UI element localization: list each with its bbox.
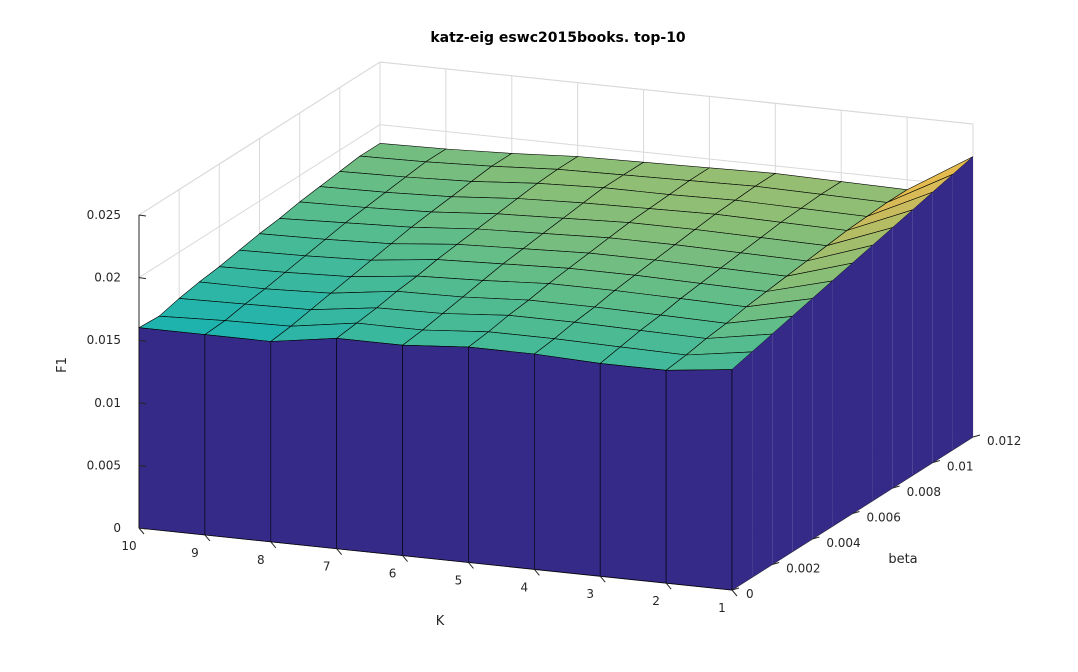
curtain-front-patch <box>468 346 535 570</box>
x-tick-mark <box>402 555 408 562</box>
x-tick-label: 8 <box>257 553 265 567</box>
box-edge <box>379 61 974 125</box>
y-tick-mark <box>812 536 820 540</box>
curtain-front-patch <box>204 334 272 543</box>
x-tick-mark <box>270 541 277 549</box>
x-tick-mark <box>138 527 145 535</box>
curtain-side-patch <box>752 334 773 578</box>
x-tick-mark <box>336 548 343 555</box>
curtain-side-patch <box>772 316 793 565</box>
z-tick-mark <box>138 402 147 405</box>
x-tick-label: 6 <box>389 567 397 581</box>
x-tick-label: 5 <box>455 573 463 587</box>
x-tick-label: 3 <box>586 587 594 601</box>
curtain-side-patch <box>892 209 913 489</box>
y-tick-label: 0.012 <box>987 434 1021 448</box>
z-tick-label: 0.005 <box>87 458 121 472</box>
curtain-side-patch <box>812 280 833 539</box>
x-tick-mark <box>599 575 606 583</box>
x-tick-label: 4 <box>521 580 529 594</box>
x-tick-mark <box>533 569 540 576</box>
curtain-side-patch <box>852 245 873 514</box>
curtain-front-patch <box>138 327 206 536</box>
x-tick-label: 2 <box>652 594 660 608</box>
y-tick-mark <box>772 562 780 565</box>
y-tick-label: 0.002 <box>786 562 820 576</box>
x-tick-label: 9 <box>191 546 199 560</box>
z-tick-label: 0.02 <box>94 271 121 285</box>
curtain-front-patch <box>270 337 338 550</box>
curtain-side-patch <box>792 298 813 552</box>
axis-ticks: 10 9 8 7 6 5 4 3 2 100.0020.0040.0060.0080.010.01… <box>87 208 1022 615</box>
curtain-side-patch <box>832 263 853 527</box>
y-tick-label: 0 <box>746 587 754 601</box>
z-tick-label: 0 <box>113 521 121 535</box>
curtain-front-patch <box>665 369 733 591</box>
y-tick-label: 0.006 <box>867 511 901 525</box>
x-axis-label: K <box>436 614 445 629</box>
z-tick-mark <box>138 277 147 280</box>
z-tick-mark <box>138 339 147 342</box>
curtain-side-patch <box>912 192 933 476</box>
z-tick-mark <box>138 527 147 530</box>
x-tick-mark <box>665 582 672 590</box>
y-tick-label: 0.004 <box>826 536 860 550</box>
curtain-front-patch <box>336 337 403 556</box>
curtain-side-patch <box>932 174 953 463</box>
y-tick-label: 0.01 <box>947 460 974 474</box>
z-tick-mark <box>138 464 147 467</box>
surface <box>138 143 974 591</box>
box-edge <box>138 61 381 216</box>
grid-line <box>138 124 381 279</box>
curtain-front-patch <box>402 344 469 563</box>
z-tick-label: 0.025 <box>87 208 121 222</box>
x-tick-label: 1 <box>718 601 726 615</box>
y-axis-label: beta <box>888 552 917 567</box>
x-tick-mark <box>468 562 474 569</box>
z-tick-label: 0.01 <box>94 396 121 410</box>
curtain-front-patch <box>599 363 667 584</box>
chart-title: katz-eig eswc2015books. top-10 <box>430 30 686 46</box>
curtain-side-patch <box>872 227 893 501</box>
y-tick-mark <box>852 511 860 514</box>
curtain-side-patch <box>952 156 973 450</box>
curtain-side-patch <box>732 351 753 590</box>
y-tick-label: 0.008 <box>907 485 941 499</box>
z-tick-label: 0.015 <box>87 333 121 347</box>
x-tick-mark <box>204 534 211 542</box>
grid-line <box>379 124 974 188</box>
z-tick-mark <box>138 214 147 217</box>
z-axis-label: F1 <box>55 357 70 373</box>
y-tick-mark <box>972 434 981 438</box>
x-tick-label: 7 <box>323 560 331 574</box>
y-tick-mark <box>892 485 900 489</box>
x-tick-mark <box>731 589 738 597</box>
y-tick-mark <box>731 587 740 591</box>
curtain-front-patch <box>533 353 601 577</box>
y-tick-mark <box>932 460 940 463</box>
x-tick-label: 10 <box>121 539 136 553</box>
